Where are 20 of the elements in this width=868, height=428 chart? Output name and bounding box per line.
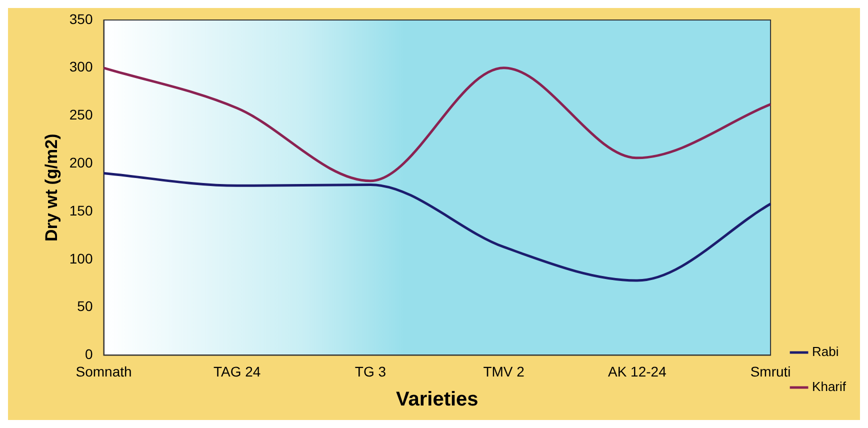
- x-tick-label: TAG 24: [214, 363, 261, 380]
- y-tick-label: 100: [69, 250, 93, 266]
- legend-label: Rabi: [812, 344, 839, 360]
- x-axis-title: Varieties: [396, 388, 478, 411]
- y-tick-label: 350: [69, 10, 93, 27]
- y-tick-label: 300: [69, 58, 93, 75]
- y-tick-label: 0: [84, 346, 93, 362]
- y-tick-label: 200: [69, 154, 93, 171]
- x-tick-label: Smruti: [750, 363, 791, 380]
- y-tick-label: 50: [77, 298, 93, 314]
- x-tick-label: Somnath: [76, 363, 132, 380]
- x-tick-label: TMV 2: [483, 363, 525, 380]
- x-tick-label: TG 3: [354, 363, 386, 380]
- y-tick-label: 250: [69, 106, 93, 123]
- line-series: [102, 172, 772, 282]
- line-series: [102, 66, 772, 182]
- y-tick-label: 150: [69, 202, 93, 218]
- x-tick-label: AK 12-24: [608, 363, 667, 380]
- y-axis-title: Dry wt (g/m2): [42, 134, 61, 242]
- legend-label: Kharif: [812, 379, 846, 394]
